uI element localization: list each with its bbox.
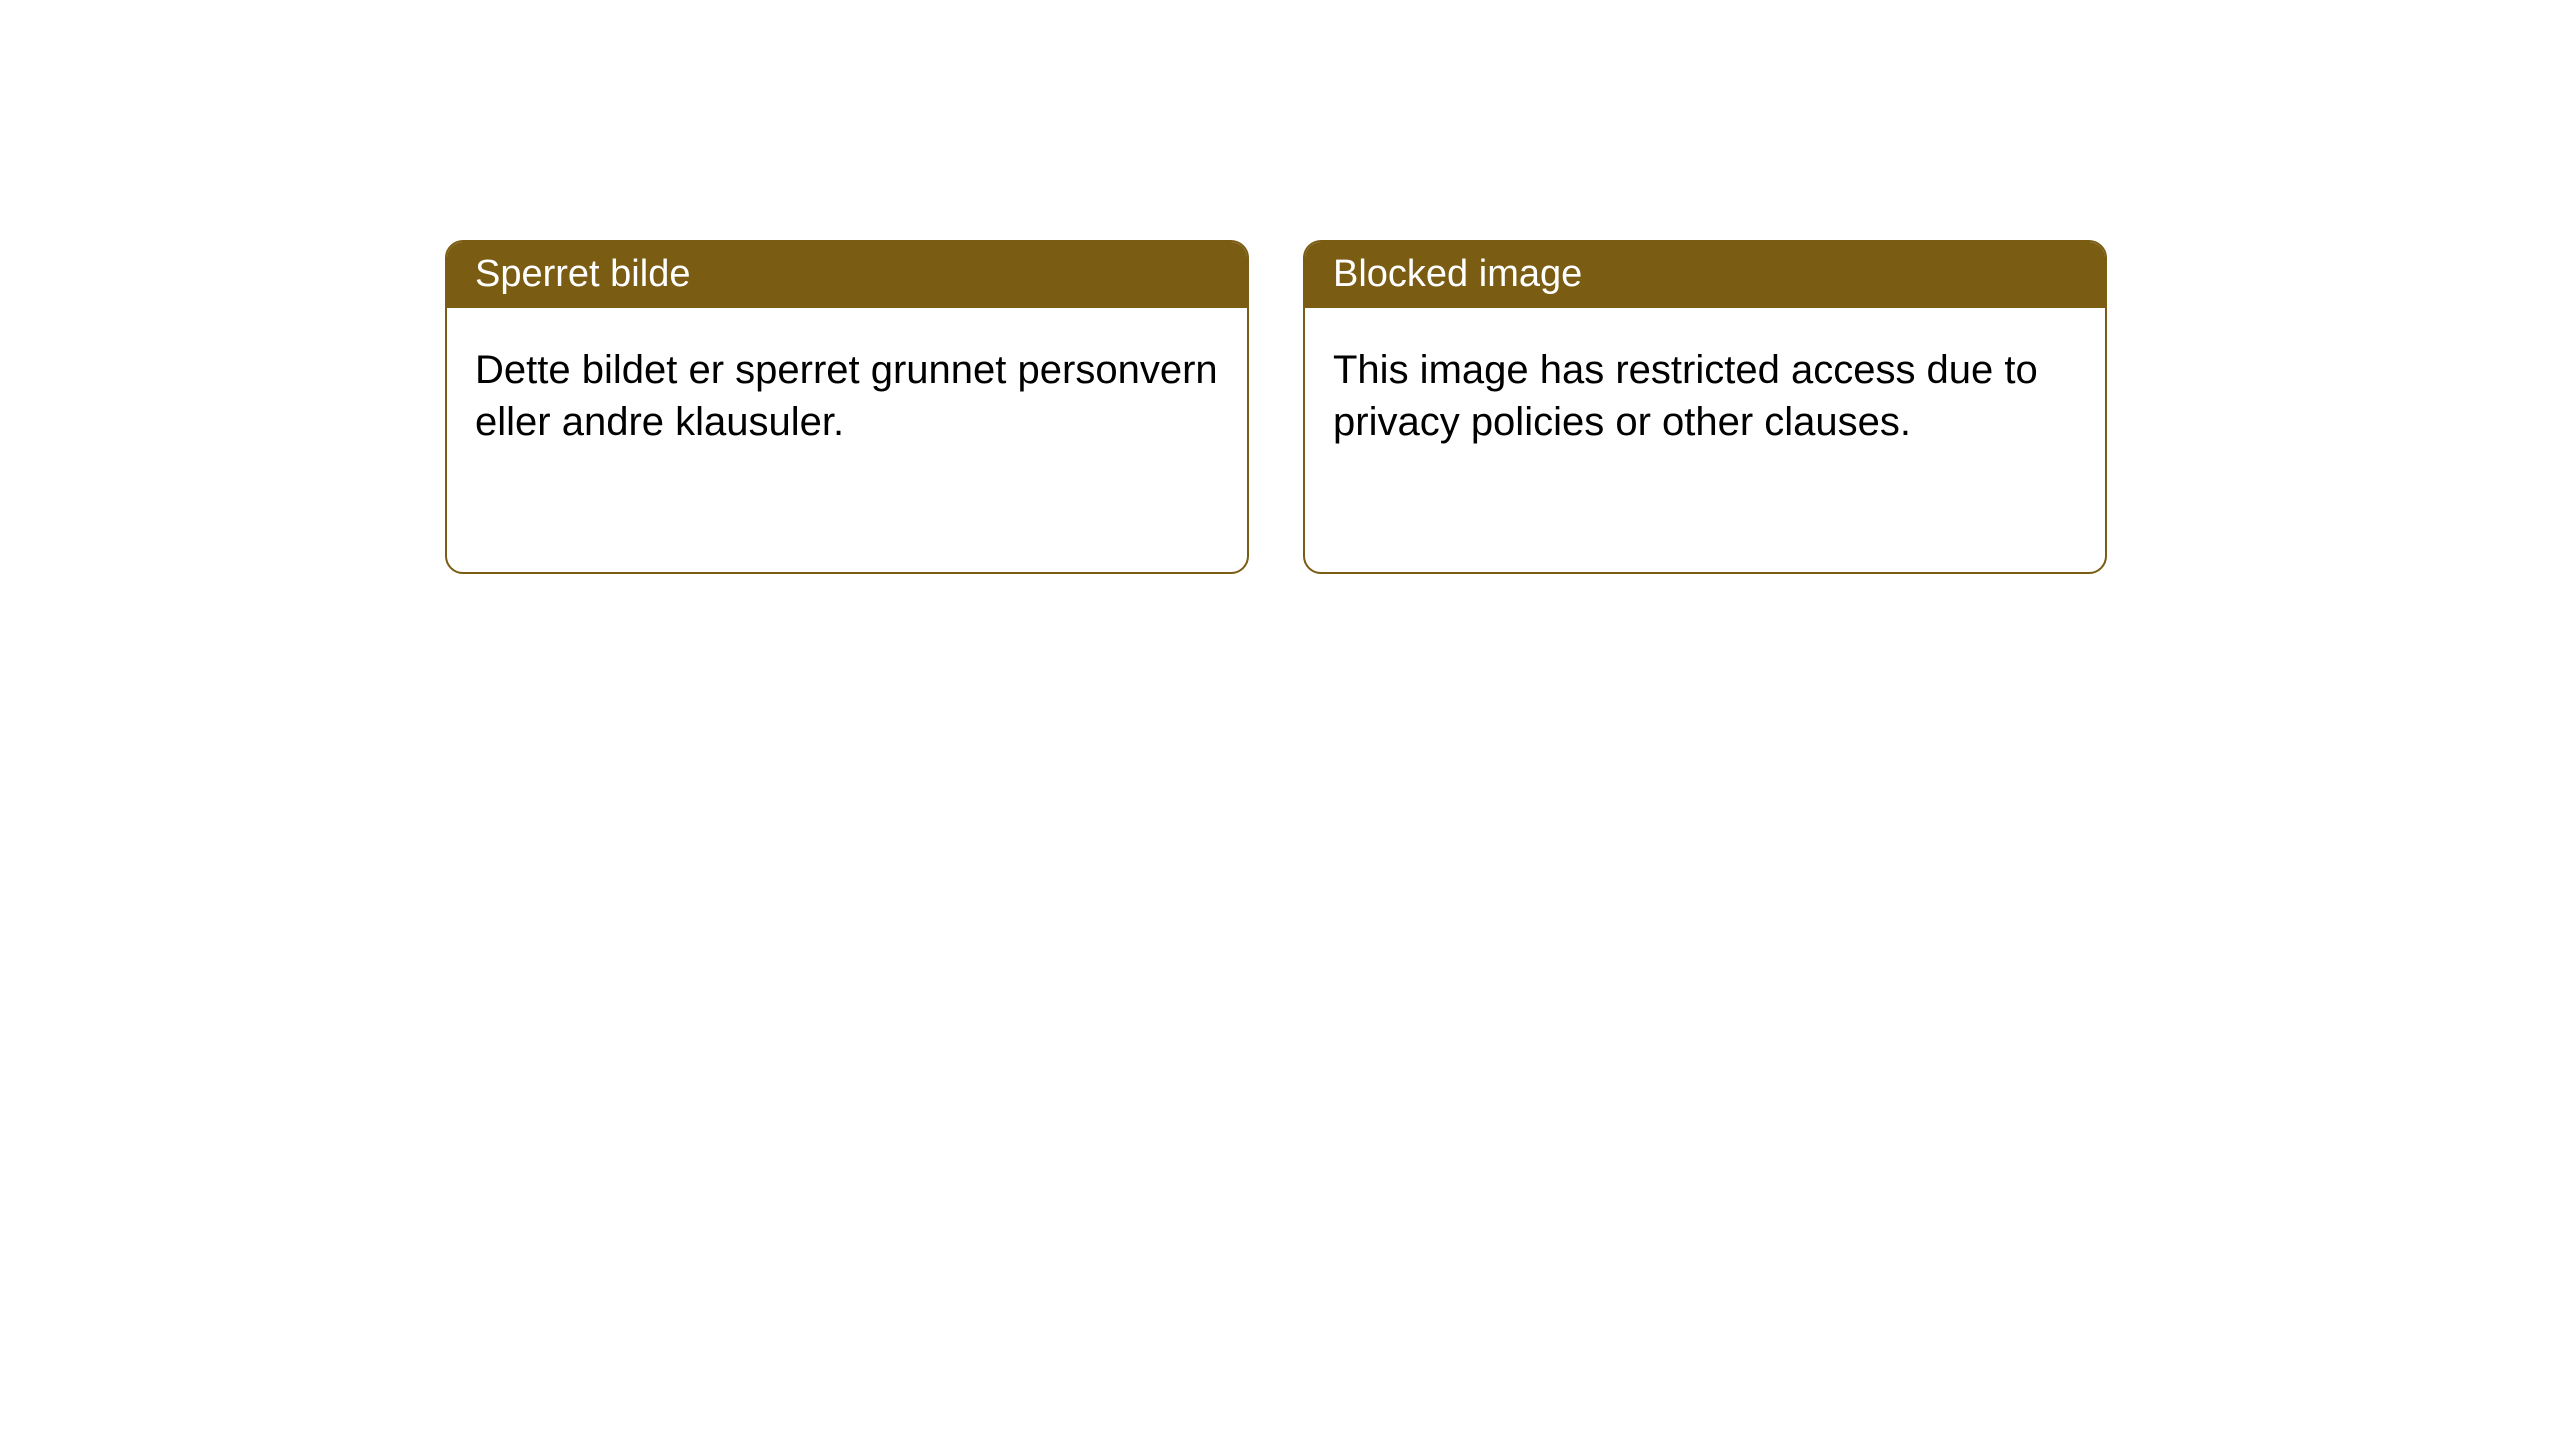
- card-body: This image has restricted access due to …: [1305, 308, 2105, 476]
- blocked-image-card-norwegian: Sperret bilde Dette bildet er sperret gr…: [445, 240, 1249, 574]
- card-header: Sperret bilde: [447, 242, 1247, 308]
- card-body: Dette bildet er sperret grunnet personve…: [447, 308, 1247, 476]
- card-header: Blocked image: [1305, 242, 2105, 308]
- blocked-image-card-english: Blocked image This image has restricted …: [1303, 240, 2107, 574]
- cards-container: Sperret bilde Dette bildet er sperret gr…: [445, 240, 2107, 574]
